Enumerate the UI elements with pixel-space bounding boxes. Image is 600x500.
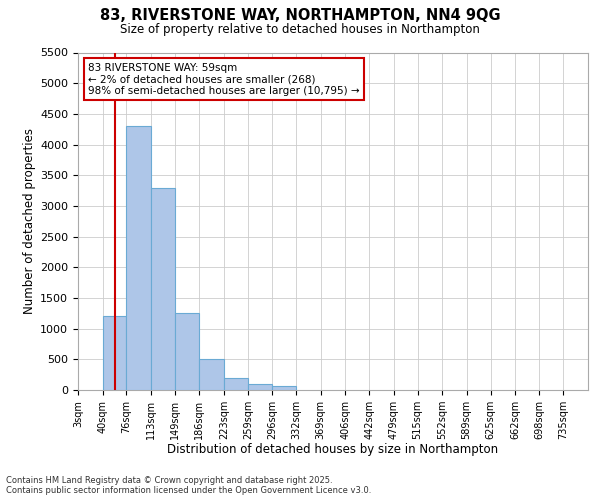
- X-axis label: Distribution of detached houses by size in Northampton: Distribution of detached houses by size …: [167, 444, 499, 456]
- Text: 83 RIVERSTONE WAY: 59sqm
← 2% of detached houses are smaller (268)
98% of semi-d: 83 RIVERSTONE WAY: 59sqm ← 2% of detache…: [88, 62, 360, 96]
- Text: 83, RIVERSTONE WAY, NORTHAMPTON, NN4 9QG: 83, RIVERSTONE WAY, NORTHAMPTON, NN4 9QG: [100, 8, 500, 22]
- Bar: [175, 314, 199, 390]
- Y-axis label: Number of detached properties: Number of detached properties: [23, 128, 36, 314]
- Bar: [199, 360, 224, 390]
- Text: Contains HM Land Registry data © Crown copyright and database right 2025.
Contai: Contains HM Land Registry data © Crown c…: [6, 476, 371, 495]
- Bar: [248, 384, 272, 390]
- Bar: [224, 378, 248, 390]
- Bar: [103, 316, 127, 390]
- Bar: [272, 386, 296, 390]
- Text: Size of property relative to detached houses in Northampton: Size of property relative to detached ho…: [120, 22, 480, 36]
- Bar: [127, 126, 151, 390]
- Bar: [151, 188, 175, 390]
